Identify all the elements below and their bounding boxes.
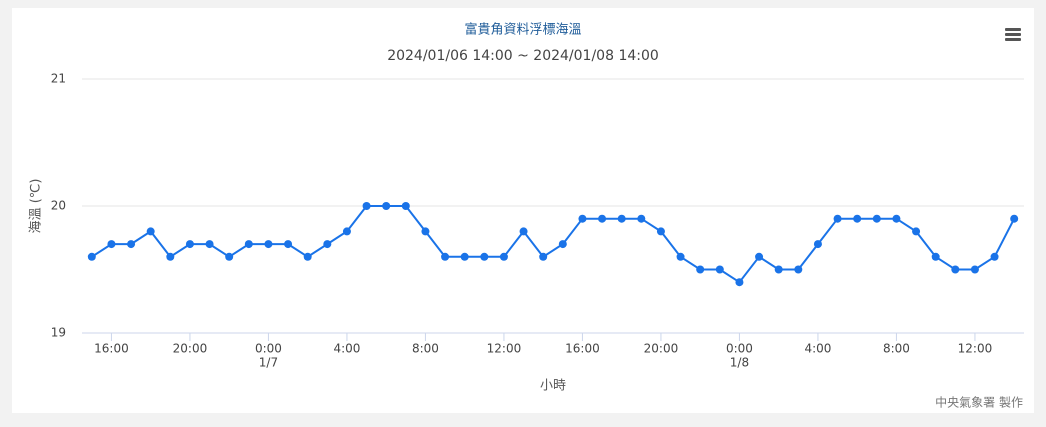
chart-title: 富貴角資料浮標海溫 (464, 22, 581, 38)
x-tick-label: 16:00 (565, 342, 600, 356)
x-tick-label: 20:00 (644, 342, 679, 356)
point (127, 240, 136, 249)
point (421, 227, 430, 236)
point (912, 227, 921, 236)
x-tick-label: 0:00 (726, 342, 753, 356)
credit: 中央氣象署 製作 (935, 395, 1023, 410)
point (1010, 214, 1019, 223)
point (225, 252, 234, 261)
point (244, 240, 253, 249)
point (637, 214, 646, 223)
point (617, 214, 626, 223)
point (735, 278, 744, 287)
x-tick-label: 16:00 (94, 342, 129, 356)
point (715, 265, 724, 274)
point (441, 252, 450, 261)
x-tick-date: 1/7 (259, 356, 278, 370)
point (676, 252, 685, 261)
point (401, 202, 410, 210)
point (264, 240, 273, 249)
point (460, 252, 469, 261)
x-tick-date: 1/8 (730, 356, 749, 370)
x-tick-label: 4:00 (804, 342, 831, 356)
point (990, 252, 999, 261)
point (382, 202, 391, 210)
point (892, 214, 901, 223)
point (598, 214, 607, 223)
point (539, 252, 548, 261)
panel (12, 8, 1034, 413)
point (480, 252, 489, 261)
menu-bar[interactable] (1005, 33, 1021, 36)
point (853, 214, 862, 223)
point (146, 227, 155, 236)
y-tick-label: 21 (51, 72, 66, 86)
point (872, 214, 881, 223)
x-tick-label: 0:00 (255, 342, 282, 356)
menu-bar[interactable] (1005, 28, 1021, 31)
point (578, 214, 587, 223)
point (696, 265, 705, 274)
menu-bar[interactable] (1005, 38, 1021, 41)
point (107, 240, 116, 249)
point (951, 265, 960, 274)
point (166, 252, 175, 261)
point (323, 240, 332, 249)
point (519, 227, 528, 236)
point (656, 227, 665, 236)
point (87, 252, 96, 261)
point (558, 240, 567, 249)
x-axis-label: 小時 (540, 379, 566, 394)
point (833, 214, 842, 223)
point (813, 240, 822, 249)
point (755, 252, 764, 261)
x-tick-label: 12:00 (958, 342, 993, 356)
x-tick-label: 8:00 (883, 342, 910, 356)
point (362, 202, 371, 210)
point (970, 265, 979, 274)
menu-button[interactable] (1005, 28, 1021, 41)
x-tick-label: 4:00 (333, 342, 360, 356)
point (205, 240, 214, 249)
x-tick-label: 20:00 (173, 342, 208, 356)
y-tick-label: 20 (51, 199, 66, 213)
y-tick-label: 19 (51, 326, 66, 340)
y-axis-label: 海溫 (℃) (29, 179, 44, 234)
point (342, 227, 351, 236)
chart-subtitle: 2024/01/06 14:00 ~ 2024/01/08 14:00 (387, 48, 659, 64)
point (774, 265, 783, 274)
point (794, 265, 803, 274)
point (284, 240, 293, 249)
point (499, 252, 508, 261)
x-tick-label: 12:00 (487, 342, 522, 356)
x-tick-label: 8:00 (412, 342, 439, 356)
point (303, 252, 312, 261)
point (931, 252, 940, 261)
point (185, 240, 194, 249)
